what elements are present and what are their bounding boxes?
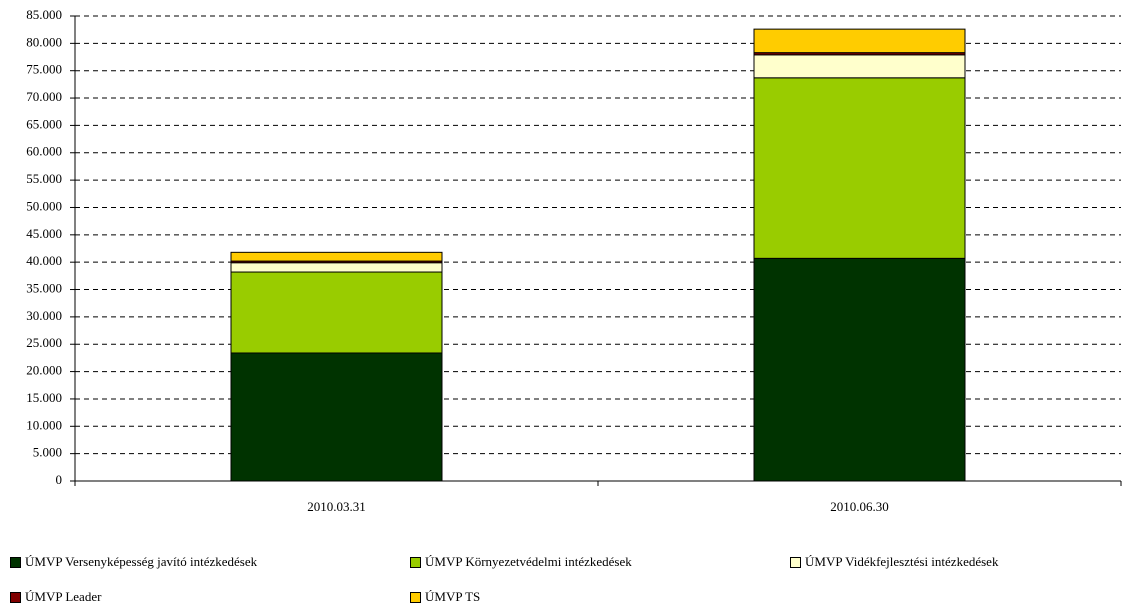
y-tick-label: 15.000	[26, 390, 62, 405]
bar-segment	[230, 271, 443, 354]
y-tick-label: 35.000	[26, 281, 62, 296]
bar-segment	[753, 257, 966, 482]
bar-segment	[753, 28, 966, 54]
y-tick-label: 10.000	[26, 417, 62, 432]
bar-segment	[230, 352, 443, 482]
y-tick-label: 70.000	[26, 89, 62, 104]
bar-segment	[753, 77, 966, 259]
y-tick-label: 80.000	[26, 34, 62, 49]
legend-label: ÚMVP Vidékfejlesztési intézkedések	[805, 554, 999, 569]
legend-swatch	[10, 557, 21, 568]
legend-swatch	[410, 557, 421, 568]
y-tick-label: 45.000	[26, 226, 62, 241]
y-tick-label: 60.000	[26, 144, 62, 159]
legend-label: ÚMVP TS	[425, 589, 480, 604]
legend-label: ÚMVP Versenyképesség javító intézkedések	[25, 554, 258, 569]
y-tick-label: 0	[56, 472, 63, 487]
y-tick-label: 30.000	[26, 308, 62, 323]
y-tick-label: 50.000	[26, 198, 62, 213]
bar-segment	[230, 262, 443, 273]
legend-swatch	[410, 592, 421, 603]
y-tick-label: 40.000	[26, 253, 62, 268]
y-tick-label: 5.000	[33, 445, 62, 460]
legend-swatch	[10, 592, 21, 603]
bar-segment	[230, 251, 443, 262]
y-tick-label: 75.000	[26, 62, 62, 77]
y-tick-label: 55.000	[26, 171, 62, 186]
x-tick-label: 2010.06.30	[830, 499, 889, 514]
legend-swatch	[790, 557, 801, 568]
bar-segment	[753, 54, 966, 79]
y-tick-label: 65.000	[26, 116, 62, 131]
legend-label: ÚMVP Leader	[25, 589, 102, 604]
y-tick-label: 20.000	[26, 363, 62, 378]
y-tick-label: 85.000	[26, 7, 62, 22]
legend-label: ÚMVP Környezetvédelmi intézkedések	[425, 554, 632, 569]
x-tick-label: 2010.03.31	[307, 499, 366, 514]
y-tick-label: 25.000	[26, 335, 62, 350]
